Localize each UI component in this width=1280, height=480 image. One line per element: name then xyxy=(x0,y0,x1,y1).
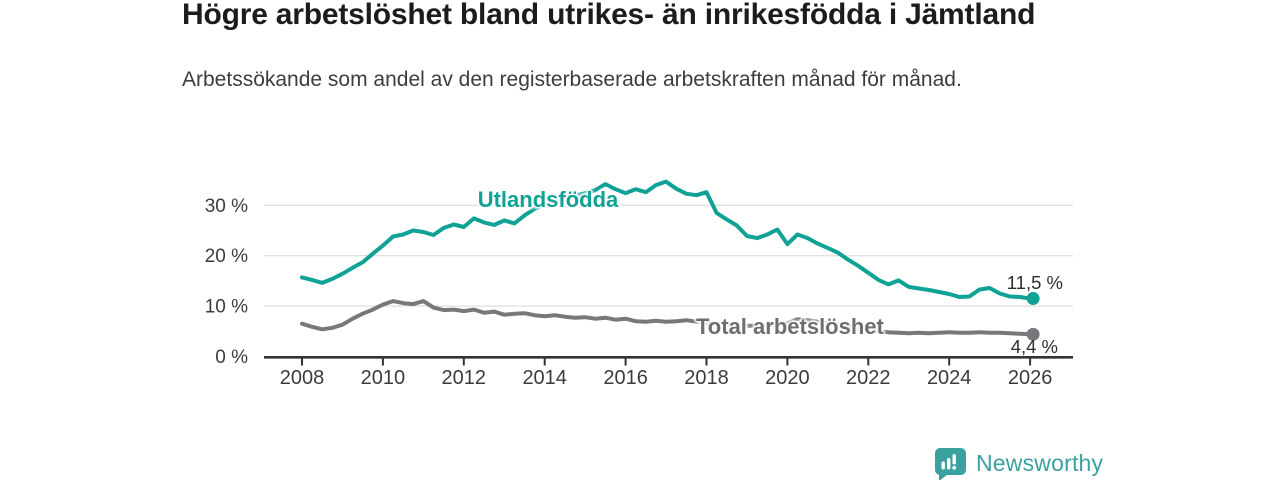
series-end-dot xyxy=(1026,327,1040,341)
newsworthy-brand-text: Newsworthy xyxy=(976,449,1104,476)
x-tick-label: 2018 xyxy=(684,367,729,389)
newsworthy-logo: Newsworthy xyxy=(933,446,1103,480)
x-tick-label: 2022 xyxy=(846,367,891,389)
x-tick-label: 2016 xyxy=(603,367,648,389)
page-subtitle: Arbetssökande som andel av den registerb… xyxy=(182,68,962,91)
x-tick-label: 2010 xyxy=(361,367,406,389)
series-end-value-label: 11,5 % xyxy=(1007,272,1063,293)
x-tick-label: 2008 xyxy=(280,367,325,389)
series-label-utlandsfodda: Utlandsfödda xyxy=(477,187,619,212)
series-label-total-arbetsloshet: Total arbetslöshet xyxy=(696,314,884,339)
series-end-value-label: 4,4 % xyxy=(1011,336,1058,357)
x-tick-label: 2026 xyxy=(1008,367,1053,389)
y-tick-label: 0 % xyxy=(215,347,248,368)
x-tick-label: 2020 xyxy=(765,367,810,389)
series-line-total xyxy=(300,299,1033,337)
y-tick-label: 30 % xyxy=(205,196,248,217)
y-tick-label: 20 % xyxy=(205,246,248,267)
y-tick-label: 10 % xyxy=(205,297,248,318)
series-line-utlandsfodda xyxy=(300,179,1033,301)
series-end-dot xyxy=(1026,292,1040,306)
page-title: Högre arbetslöshet bland utrikes- än inr… xyxy=(182,0,1036,31)
x-tick-label: 2012 xyxy=(442,367,487,389)
newsworthy-bubble-chart-icon xyxy=(935,448,966,480)
x-tick-label: 2014 xyxy=(522,367,567,389)
x-tick-label: 2024 xyxy=(927,367,972,389)
